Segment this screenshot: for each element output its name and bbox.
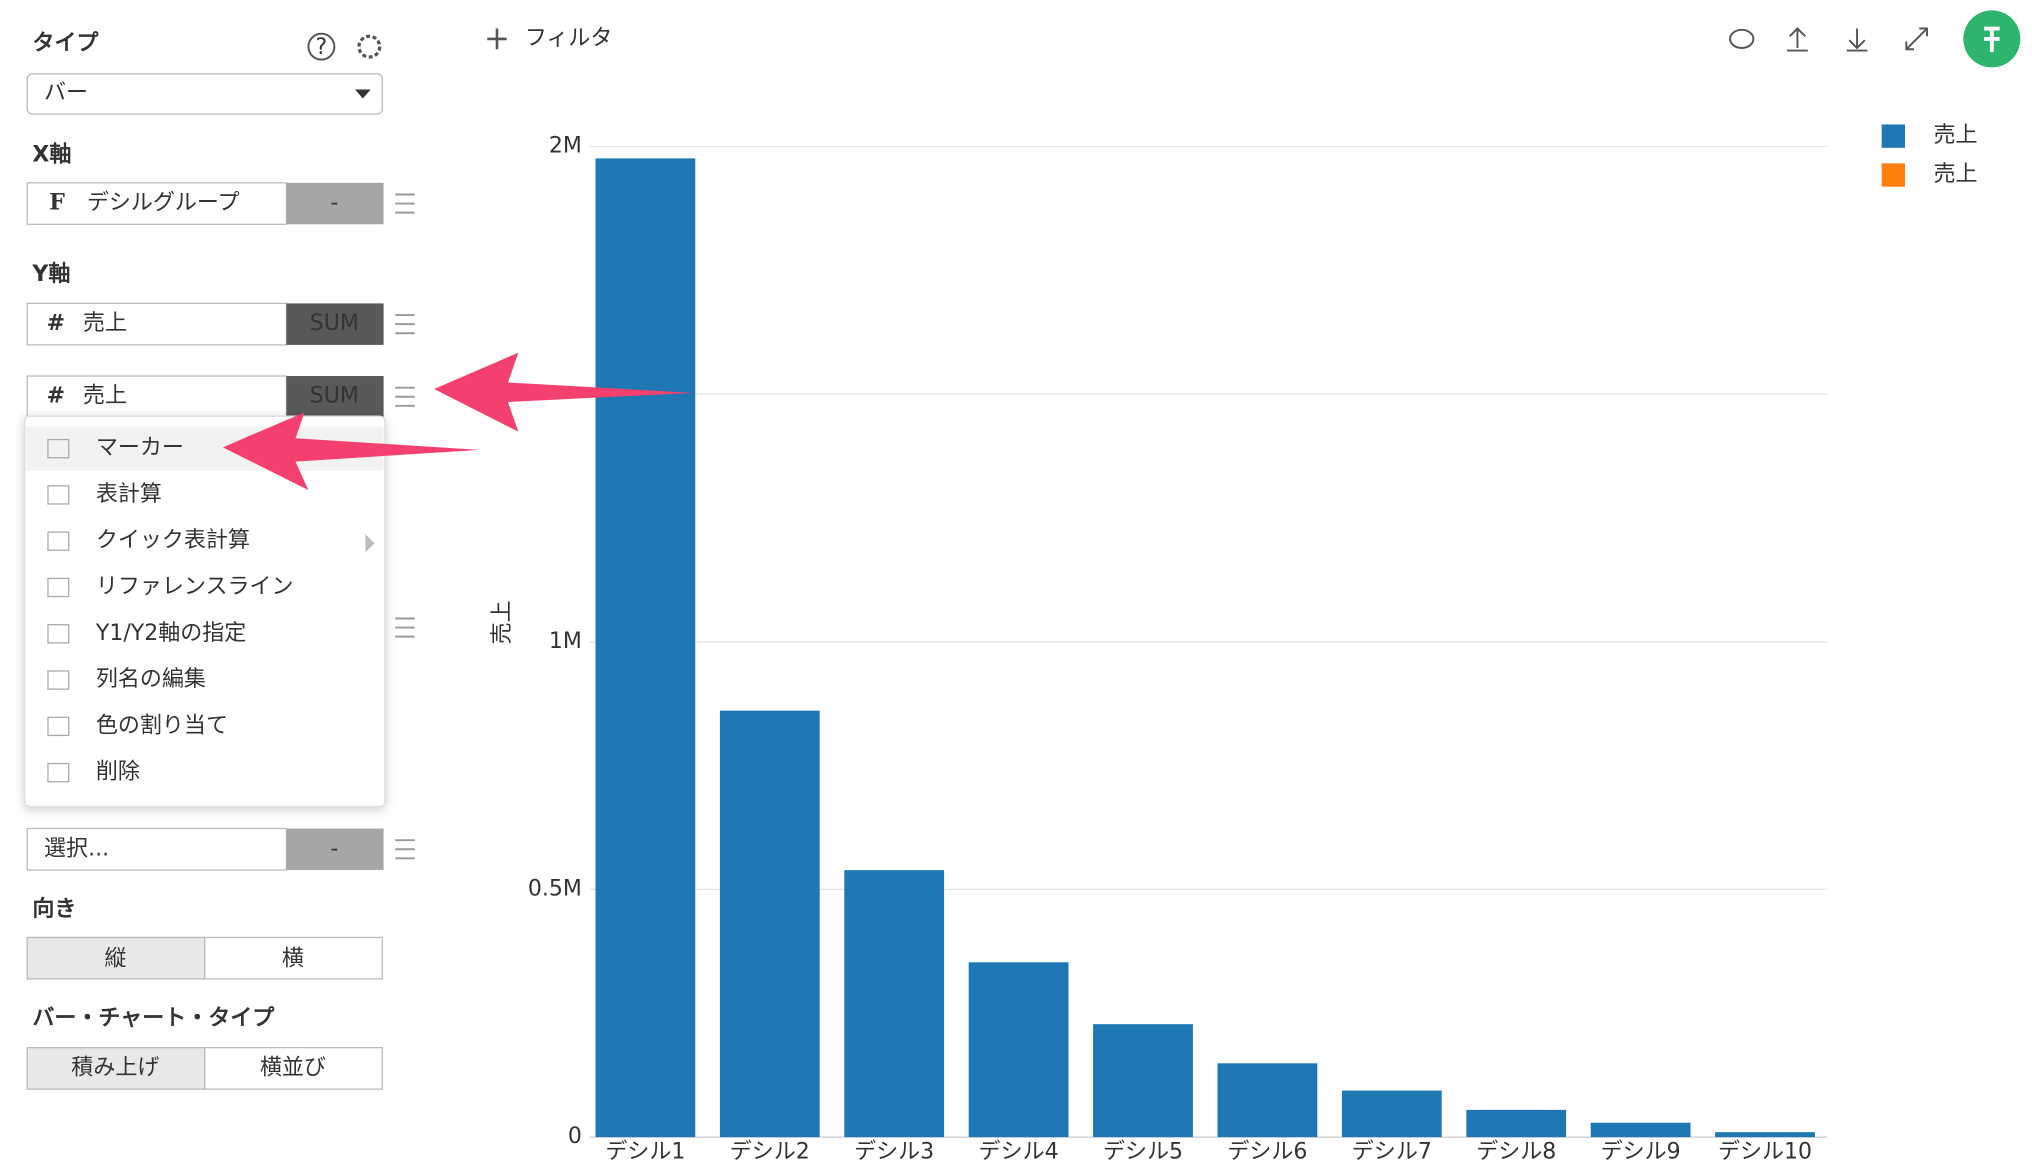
download-icon[interactable] (1846, 28, 1868, 52)
bar (719, 710, 820, 1138)
bar (1217, 1063, 1318, 1138)
toggle[interactable] (204, 936, 383, 980)
help-icon[interactable] (307, 32, 336, 61)
menu-icon (47, 531, 70, 551)
field-icon: # (47, 311, 65, 336)
menu-item[interactable]: 色の割り当て (96, 713, 228, 738)
y-tick-label: 2M (549, 134, 582, 159)
context-menu (23, 415, 386, 808)
menu-item[interactable]: リファレンスライン (96, 574, 294, 599)
bar (595, 158, 696, 1138)
agg-label: - (330, 836, 338, 861)
legend-swatch (1881, 124, 1905, 148)
toggle-label: 横並び (260, 1055, 326, 1080)
x-tick-label: デシル10 (1718, 1140, 1812, 1165)
section-label: Y軸 (31, 261, 70, 287)
add-icon[interactable] (487, 28, 507, 50)
y-field[interactable] (26, 302, 288, 346)
upload-icon[interactable] (1787, 27, 1808, 52)
repeat-field[interactable] (26, 827, 288, 871)
x-tick-label: デシル1 (605, 1140, 685, 1165)
agg-label: SUM (310, 384, 359, 409)
x-tick-label: デシル4 (979, 1140, 1059, 1165)
drag-handles (395, 193, 415, 860)
select-value: バー (44, 80, 88, 105)
dropdown-caret (355, 89, 371, 99)
y-tick-label: 0.5M (528, 876, 582, 901)
x-tick-label: デシル8 (1476, 1140, 1556, 1165)
legend-label: 売上 (1934, 123, 1978, 148)
x-tick-label: デシル5 (1103, 1140, 1183, 1165)
y-tick-label: 0 (568, 1124, 582, 1149)
menu-icon (47, 762, 70, 783)
comment-icon[interactable] (1729, 28, 1755, 49)
x-field[interactable] (26, 182, 288, 225)
toggle-selected[interactable] (26, 1046, 206, 1090)
y-tick-label: 1M (549, 629, 582, 654)
type-select[interactable] (26, 73, 383, 115)
menu-item[interactable]: Y1/Y2軸の指定 (95, 621, 246, 646)
settings-icon[interactable] (357, 34, 382, 59)
field-name: 売上 (83, 311, 127, 336)
section-label: 向き (32, 896, 76, 922)
field-name: デシルグループ (87, 191, 240, 216)
toggle-label: 横 (282, 946, 304, 971)
menu-icon (47, 577, 70, 598)
menu-item[interactable]: 削除 (96, 760, 140, 785)
y-field[interactable] (26, 375, 288, 419)
y-axis-label: 売上 (490, 600, 515, 644)
bar (1093, 1024, 1193, 1138)
toggle[interactable] (204, 1046, 383, 1090)
x-tick-label: デシル9 (1601, 1140, 1681, 1165)
legend-swatch (1881, 163, 1905, 187)
field-name: 売上 (83, 384, 127, 409)
help-glyph: ? (316, 35, 328, 60)
repeat-agg[interactable] (286, 828, 384, 871)
x-tick-label: デシル7 (1352, 1140, 1432, 1165)
agg-label: - (330, 191, 338, 216)
agg-label: SUM (310, 311, 359, 336)
menu-item[interactable]: 表計算 (96, 482, 162, 507)
menu-icon (47, 438, 70, 459)
menu-item[interactable]: マーカー (96, 436, 184, 461)
field-name: 選択... (44, 836, 109, 861)
field-icon: # (47, 384, 65, 409)
bar (1590, 1122, 1691, 1138)
filter-button[interactable]: フィルタ (525, 26, 613, 51)
x-tick-label: デシル6 (1227, 1140, 1307, 1165)
bar (1715, 1132, 1815, 1138)
field-icon: F (49, 190, 65, 216)
y-agg[interactable] (286, 376, 384, 418)
annotation-arrow (222, 412, 480, 491)
menu-icon (47, 716, 70, 737)
bar (968, 962, 1069, 1138)
x-tick-label: デシル2 (730, 1140, 810, 1165)
bar (1341, 1090, 1442, 1138)
menu-icon (47, 670, 70, 690)
section-label: タイプ (32, 31, 99, 56)
toggle-label: 積み上げ (71, 1055, 159, 1080)
annotation-arrow (434, 352, 694, 432)
menu-icon (47, 485, 70, 505)
submenu-caret (365, 534, 375, 553)
menu-item[interactable]: クイック表計算 (96, 528, 250, 553)
pin-icon (1984, 26, 2000, 52)
x-agg[interactable] (286, 182, 384, 225)
toggle-label: 縦 (104, 946, 126, 971)
section-label: X軸 (32, 142, 71, 168)
bar (1466, 1109, 1567, 1138)
bar (844, 870, 945, 1138)
menu-icon (47, 624, 70, 644)
x-tick-label: デシル3 (854, 1140, 934, 1165)
y-agg[interactable] (286, 303, 384, 345)
section-label: バー・チャート・タイプ (32, 1006, 275, 1031)
expand-icon[interactable] (1905, 27, 1929, 51)
legend-label: 売上 (1934, 162, 1978, 187)
menu-item[interactable]: 列名の編集 (96, 667, 206, 692)
